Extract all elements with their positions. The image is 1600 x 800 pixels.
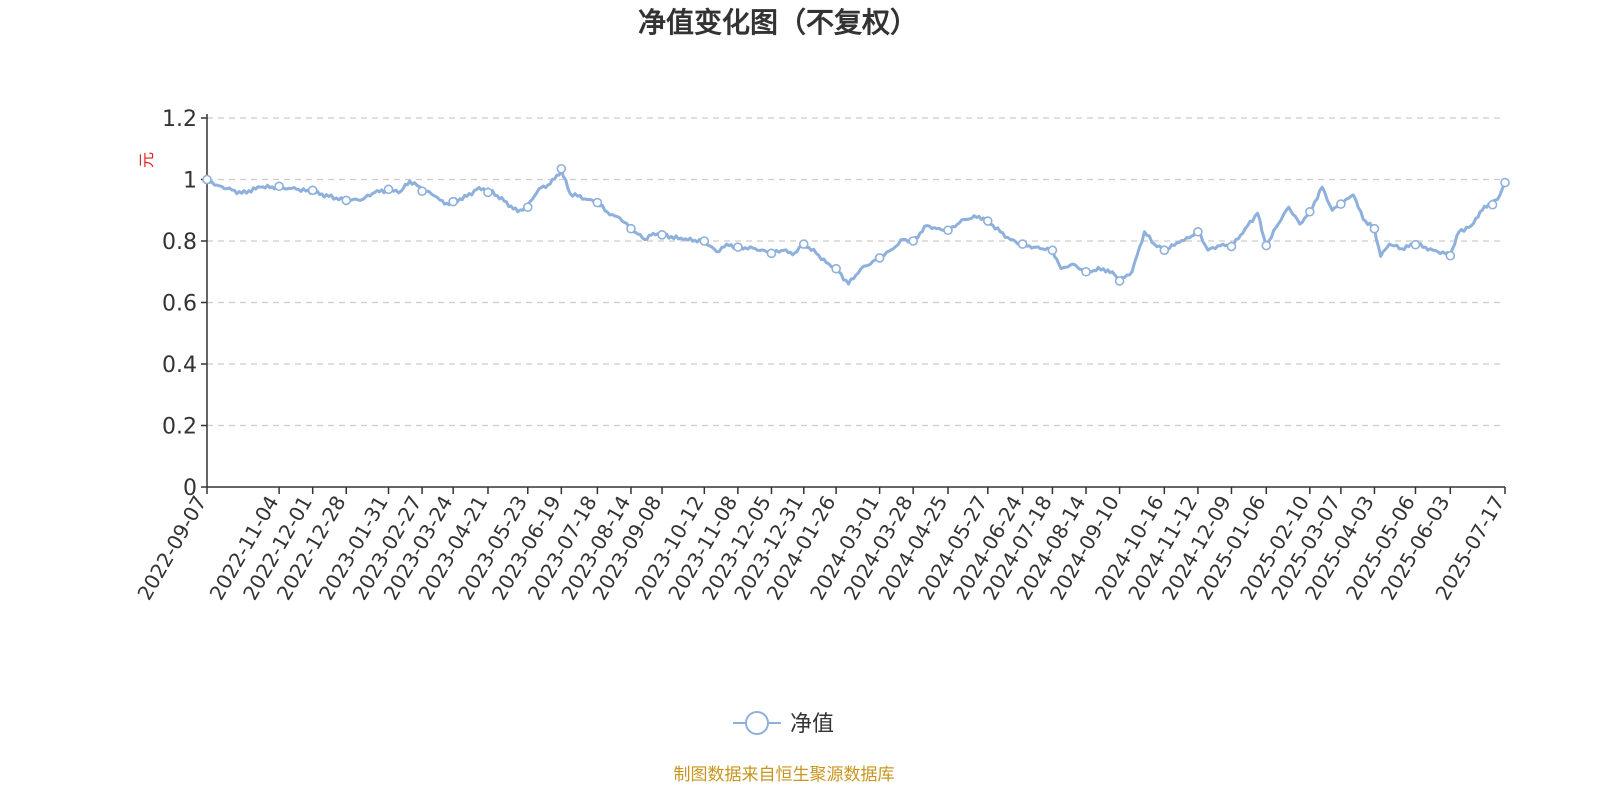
data-point[interactable] <box>274 181 284 192</box>
data-point[interactable] <box>766 248 777 259</box>
series-net-value <box>202 163 1510 286</box>
data-point[interactable] <box>522 202 533 212</box>
data-point[interactable] <box>831 263 841 274</box>
source-note: 制图数据来自恒生聚源数据库 <box>674 765 895 785</box>
data-point[interactable] <box>1159 245 1170 256</box>
y-tick-label: 1.2 <box>162 107 197 132</box>
data-point[interactable] <box>1226 241 1237 252</box>
data-point[interactable] <box>417 186 427 196</box>
data-point[interactable] <box>448 196 458 207</box>
x-axis: 2022-09-072022-11-042022-12-012022-12-28… <box>132 486 1509 605</box>
y-tick-label: 0 <box>183 476 197 501</box>
legend-label: 净值 <box>790 712 834 737</box>
data-point[interactable] <box>1500 177 1510 188</box>
y-axis-unit: 元 <box>137 152 156 168</box>
data-point[interactable] <box>1445 250 1456 261</box>
series-line <box>205 168 1507 286</box>
data-point[interactable] <box>483 187 493 198</box>
chart-title: 净值变化图（不复权） <box>638 6 918 39</box>
data-point[interactable] <box>1487 199 1498 210</box>
data-point[interactable] <box>1369 223 1380 234</box>
data-point[interactable] <box>202 174 212 185</box>
data-point[interactable] <box>307 185 318 196</box>
data-point[interactable] <box>1261 240 1272 251</box>
y-tick-label: 0.4 <box>162 353 197 378</box>
data-point[interactable] <box>1081 266 1091 277</box>
data-point[interactable] <box>699 236 710 246</box>
legend[interactable]: 净值 <box>733 711 834 737</box>
data-point[interactable] <box>982 216 993 226</box>
x-tick-label: 2022-09-07 <box>132 492 211 605</box>
y-tick-label: 0.2 <box>162 415 197 440</box>
data-point[interactable] <box>1410 239 1421 250</box>
data-point[interactable] <box>733 242 743 252</box>
legend-marker-icon <box>745 711 769 735</box>
data-point[interactable] <box>1114 276 1125 286</box>
y-tick-label: 0.6 <box>162 292 197 317</box>
data-point[interactable] <box>943 225 953 236</box>
data-point[interactable] <box>1017 239 1028 249</box>
data-point[interactable] <box>1305 206 1315 217</box>
data-point[interactable] <box>592 197 603 208</box>
y-axis: 0 0.2 0.4 0.6 0.8 1 1.2 <box>162 107 208 501</box>
y-tick-label: 1 <box>183 169 197 194</box>
y-tick-label: 0.8 <box>162 230 197 255</box>
data-point[interactable] <box>1336 199 1346 209</box>
data-point[interactable] <box>1193 226 1203 237</box>
data-point[interactable] <box>874 253 885 263</box>
grid-lines <box>207 117 1505 427</box>
data-point[interactable] <box>626 223 636 234</box>
data-point[interactable] <box>556 163 567 174</box>
data-point[interactable] <box>341 195 352 206</box>
data-point[interactable] <box>798 239 809 249</box>
data-point[interactable] <box>383 184 394 195</box>
data-point[interactable] <box>657 230 667 240</box>
data-point[interactable] <box>908 236 918 246</box>
data-point[interactable] <box>1047 245 1058 256</box>
